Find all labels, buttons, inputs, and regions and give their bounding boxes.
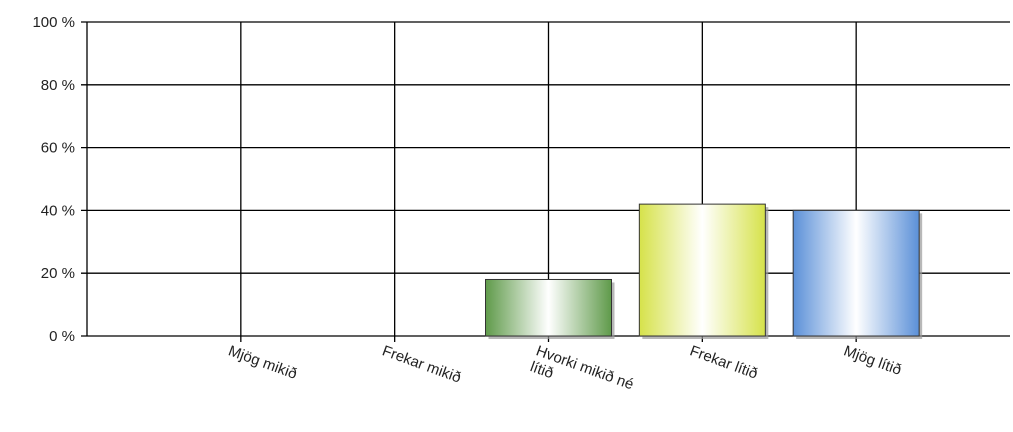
x-tick-label: Mjög mikið [226,342,299,382]
bar [485,278,612,337]
grid [81,21,1010,342]
y-tick-label: 100 % [32,14,75,31]
y-tick-label: 60 % [41,140,75,157]
x-tick-label: Frekar lítið [688,342,760,382]
bars [485,203,923,339]
y-tick-label: 80 % [41,77,75,94]
labels: 0 % 20 % 40 % 60 % 80 % 100 % Mjög mikið Frekar… [32,14,903,393]
bar [792,209,920,337]
y-tick-label: 0 % [49,328,75,345]
x-tick-label-line: Mjög mikið [226,342,299,382]
y-tick-label: 20 % [41,265,75,282]
x-tick-label-line: Frekar mikið [380,342,463,386]
y-tick-label: 40 % [41,202,75,219]
x-tick-label-line: Frekar lítið [688,342,760,382]
x-tick-label-line: Mjög lítið [841,342,903,379]
x-tick-label: Mjög lítið [841,342,903,379]
x-tick-label-line: lítið [528,358,556,382]
bar [638,203,766,337]
x-tick-label: Frekar mikið [380,342,463,386]
